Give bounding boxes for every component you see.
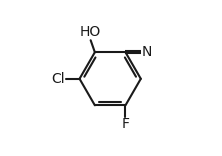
Text: Cl: Cl xyxy=(52,72,65,86)
Text: F: F xyxy=(121,117,129,132)
Text: N: N xyxy=(141,45,152,59)
Text: HO: HO xyxy=(80,25,101,39)
